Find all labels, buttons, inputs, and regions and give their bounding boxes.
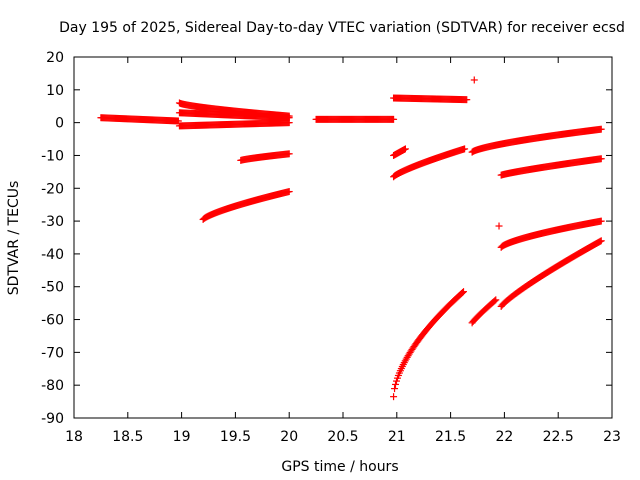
x-tick-label: 22.5	[543, 429, 574, 445]
track-16-point	[597, 237, 605, 245]
track-11-point	[392, 380, 400, 388]
y-tick-label: -20	[41, 181, 64, 197]
x-tick-label: 18	[65, 429, 83, 445]
y-tick-label: 20	[46, 50, 64, 66]
track-4-point	[285, 119, 293, 127]
y-tick-label: -90	[41, 411, 64, 427]
y-tick-label: -30	[41, 214, 64, 230]
x-tick-label: 20.5	[327, 429, 358, 445]
x-tick-label: 23	[603, 429, 621, 445]
y-tick-label: -70	[41, 345, 64, 361]
chart-title: Day 195 of 2025, Sidereal Day-to-day VTE…	[59, 20, 625, 36]
track-10-point	[461, 145, 469, 153]
x-tick-label: 20	[280, 429, 298, 445]
y-tick-label: 0	[55, 116, 64, 132]
track-11-point	[459, 289, 467, 297]
track-13-point	[597, 125, 605, 133]
track-9-point	[401, 145, 409, 153]
y-axis-ticks: 20 10 0 -10 -20 -30 -40 -50 -60 -70 -80 -90	[41, 50, 612, 427]
track-15-point	[597, 217, 605, 225]
track-14-point	[597, 155, 605, 163]
x-axis-label: GPS time / hours	[281, 459, 398, 475]
x-tick-label: 19.5	[220, 429, 251, 445]
track-1-point	[174, 117, 182, 125]
x-axis-ticks: 18 18.5 19 19.5 20 20.5 21 21.5 22 22.5 23	[65, 57, 621, 445]
y-tick-label: -50	[41, 280, 64, 296]
x-tick-label: 18.5	[112, 429, 143, 445]
y-tick-label: -40	[41, 247, 64, 263]
y-axis-label: SDTVAR / TECUs	[6, 181, 22, 296]
track-11-point	[390, 393, 398, 401]
y-tick-label: -80	[41, 378, 64, 394]
isolated-point	[470, 76, 478, 84]
x-tick-label: 22	[495, 429, 513, 445]
track-8-point	[463, 96, 471, 104]
track-12-point	[492, 296, 500, 304]
track-12-point	[491, 297, 499, 305]
isolated-point	[495, 222, 503, 230]
track-7-point	[390, 115, 398, 123]
x-tick-label: 21	[388, 429, 406, 445]
x-tick-label: 19	[173, 429, 191, 445]
y-tick-label: -60	[41, 313, 64, 329]
x-tick-label: 21.5	[435, 429, 466, 445]
track-5-point	[285, 188, 293, 196]
data-points	[97, 76, 605, 401]
track-11-point	[391, 385, 399, 393]
track-11-point	[392, 377, 400, 385]
y-tick-label: 10	[46, 83, 64, 99]
track-11-point	[460, 288, 468, 296]
track-6-point	[285, 150, 293, 158]
y-tick-label: -10	[41, 148, 64, 164]
